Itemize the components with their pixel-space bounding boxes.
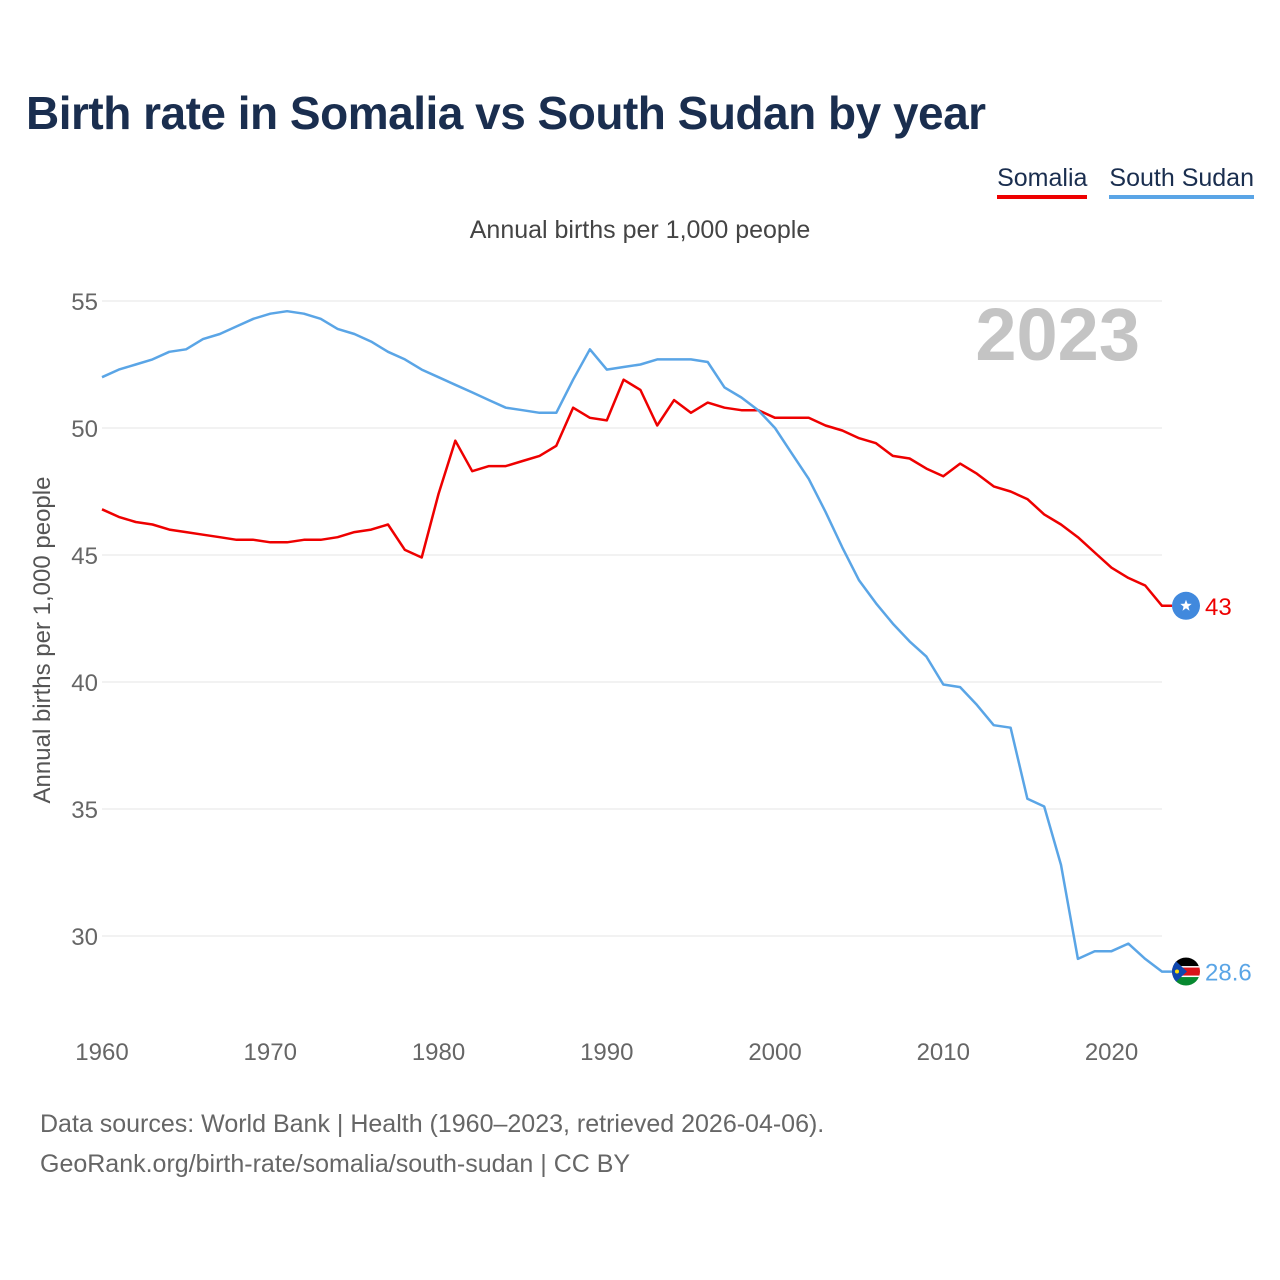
x-axis: 1960 1970 1980 1990 2000 2010 2020: [75, 1039, 1138, 1066]
south-sudan-flag-icon: [1172, 957, 1200, 986]
legend-item-south-sudan[interactable]: South Sudan: [1109, 164, 1254, 199]
grid-lines: [102, 300, 1162, 937]
footer: Data sources: World Bank | Health (1960–…: [40, 1104, 824, 1184]
y-tick-label: 55: [71, 289, 98, 316]
x-tick-label: 2010: [917, 1039, 970, 1066]
end-value-label: 28.6: [1205, 960, 1252, 987]
y-axis-label: Annual births per 1,000 people: [29, 477, 56, 804]
y-axis: 30 35 40 45 50 55: [71, 289, 98, 951]
series-line-south-sudan[interactable]: [101, 309, 1172, 973]
y-tick-label: 40: [71, 670, 98, 697]
y-tick-label: 30: [71, 924, 98, 951]
legend-item-somalia[interactable]: Somalia: [997, 164, 1088, 199]
footer-link[interactable]: GeoRank.org/birth-rate/somalia/south-sud…: [40, 1150, 631, 1178]
series-line-somalia[interactable]: [101, 378, 1172, 608]
x-tick-label: 2000: [748, 1039, 801, 1066]
footer-sources: Data sources: World Bank | Health (1960–…: [40, 1110, 825, 1138]
legend: Somalia South Sudan: [997, 164, 1254, 199]
x-tick-label: 1980: [412, 1039, 465, 1066]
y-tick-label: 50: [71, 416, 98, 443]
x-tick-label: 1970: [244, 1039, 297, 1066]
y-tick-label: 35: [71, 797, 98, 824]
line-chart: 30 35 40 45 50 55 1960 1970 1980 1990 2000 2010 202…: [29, 289, 1252, 1066]
y-tick-label: 45: [71, 543, 98, 570]
x-tick-label: 2020: [1085, 1039, 1138, 1066]
end-markers: 43 28.6: [1172, 591, 1252, 987]
end-value-label: 43: [1205, 594, 1232, 621]
chart-title: Birth rate in Somalia vs South Sudan by …: [26, 87, 986, 139]
somalia-flag-icon: [1172, 591, 1200, 620]
chart-subtitle: Annual births per 1,000 people: [469, 216, 811, 244]
year-watermark: 2023: [975, 293, 1140, 376]
series-lines: [101, 309, 1172, 973]
x-tick-label: 1990: [580, 1039, 633, 1066]
x-tick-label: 1960: [75, 1039, 128, 1066]
